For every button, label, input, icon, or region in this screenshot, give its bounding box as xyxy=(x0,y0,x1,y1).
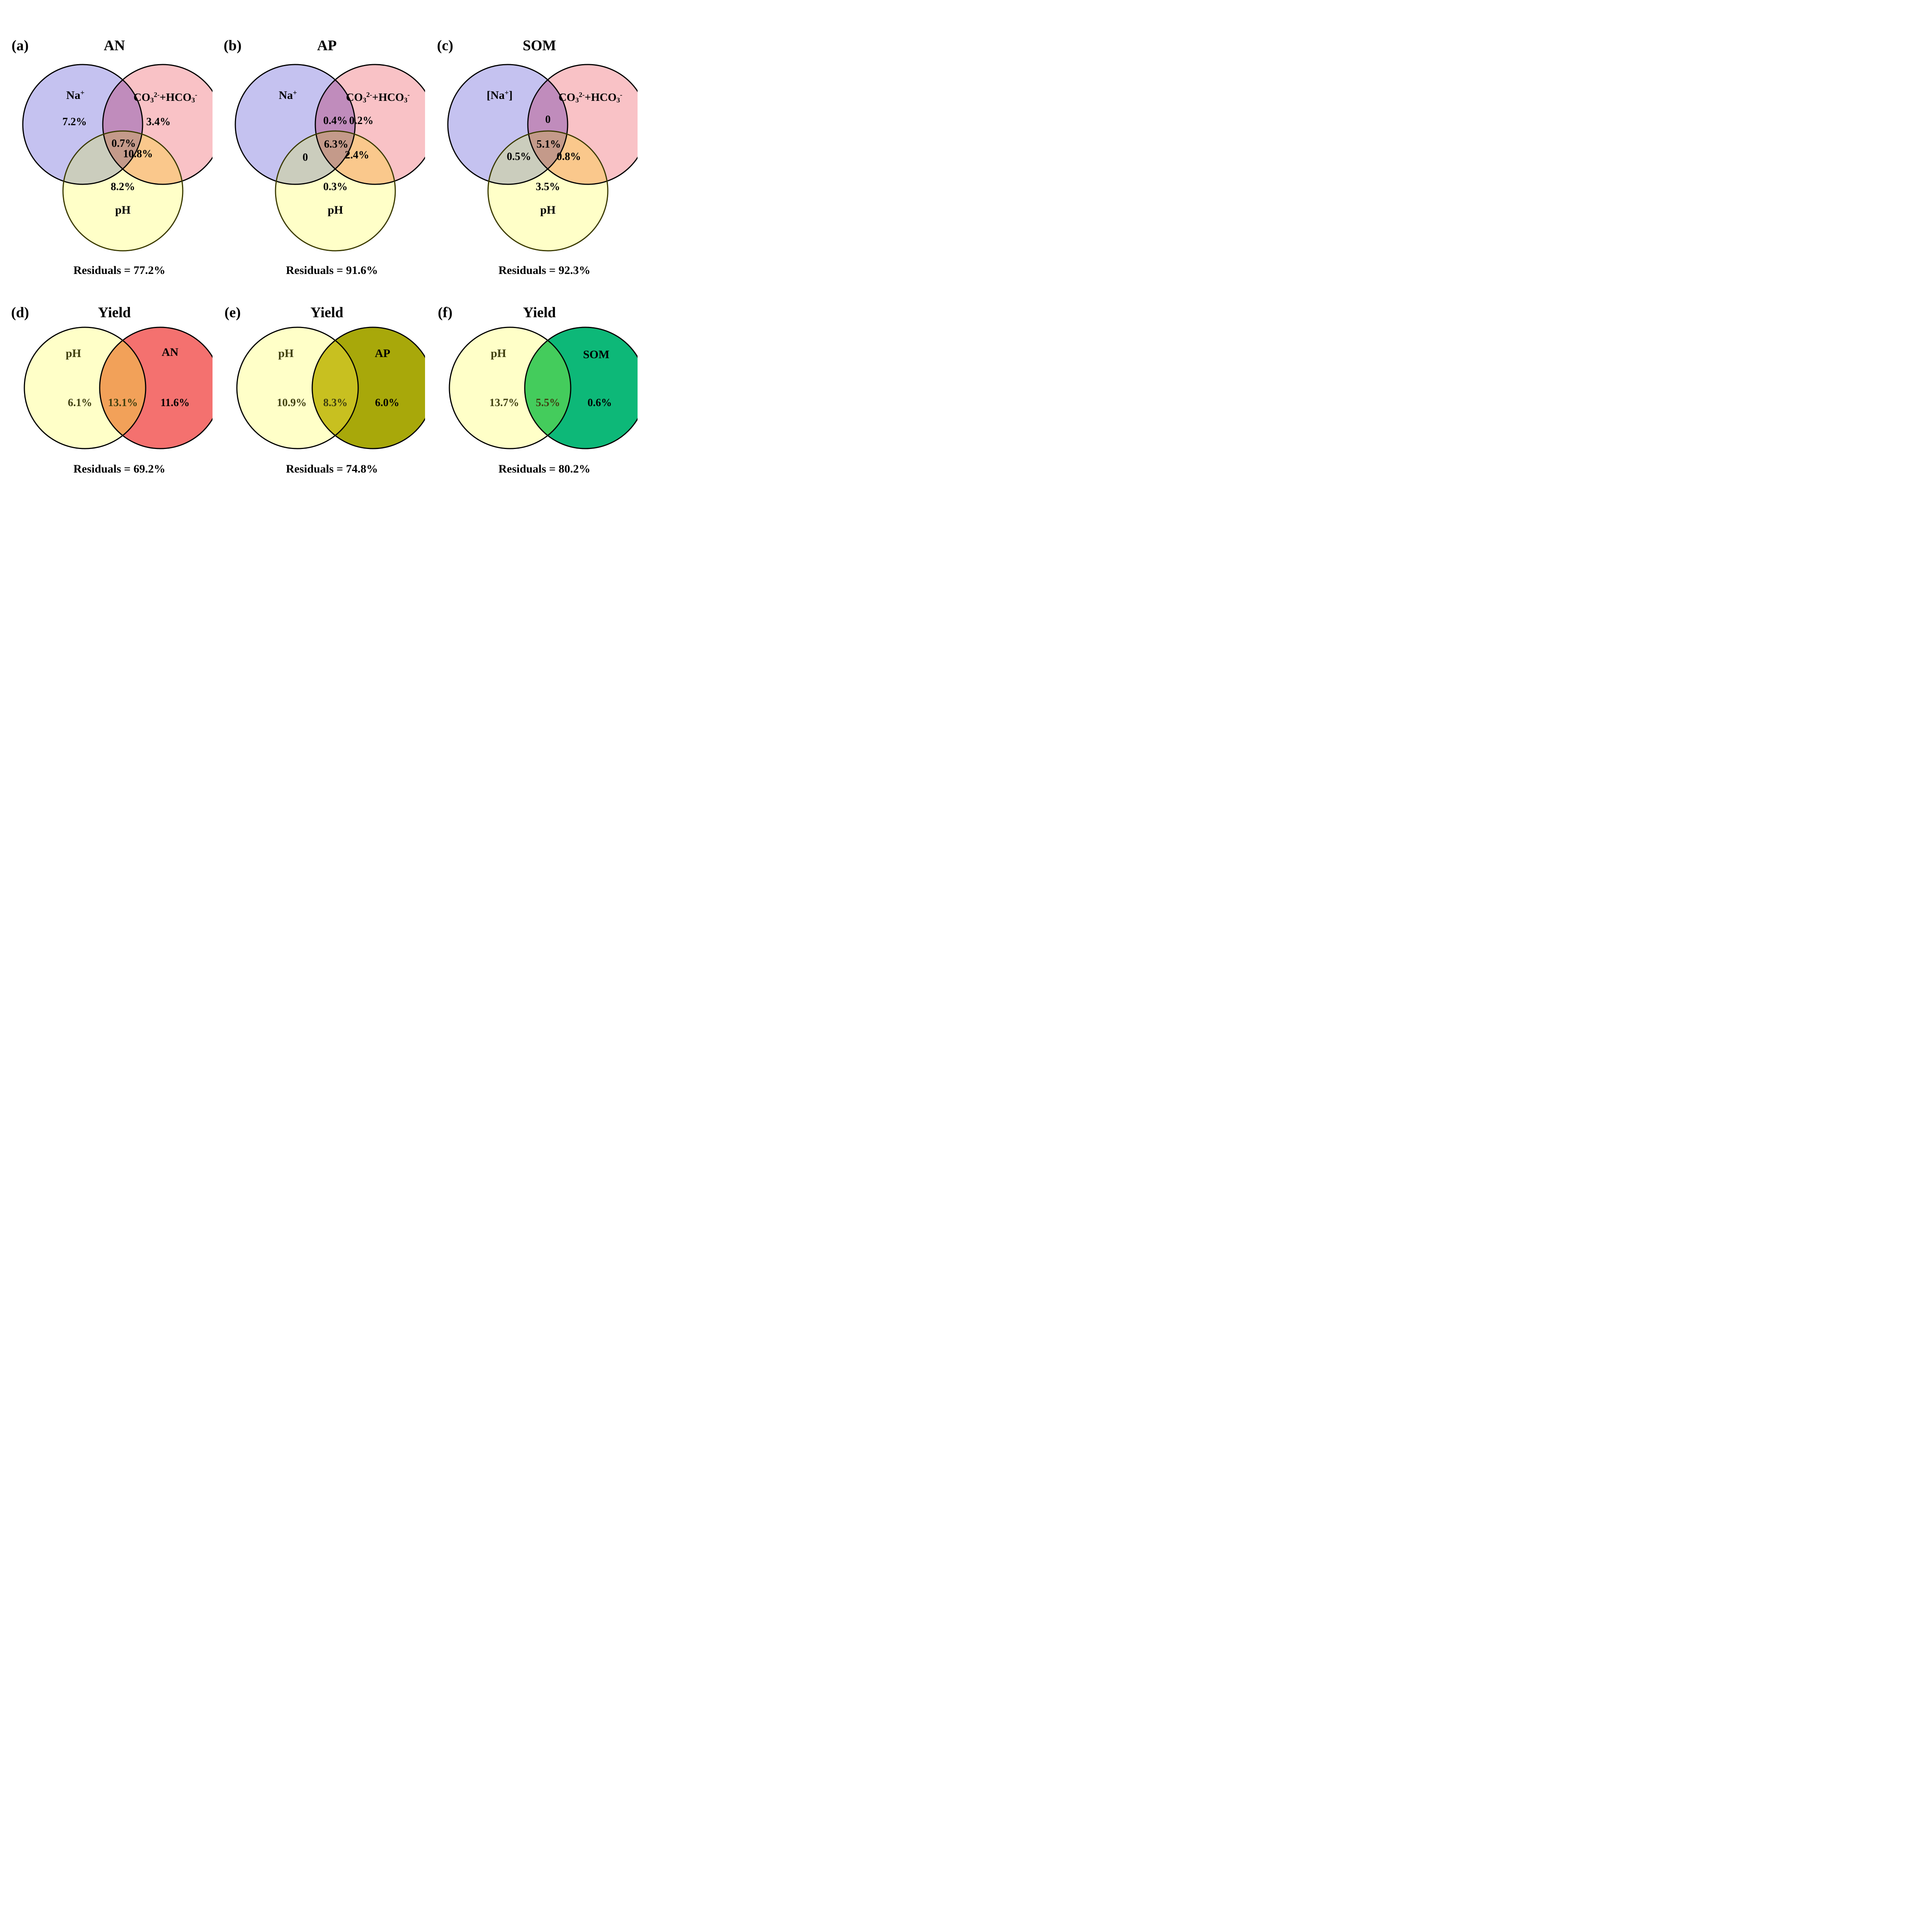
residuals-label: Residuals = 80.2% xyxy=(498,463,590,475)
region-na-ph xyxy=(276,131,355,184)
venn-diagram-c xyxy=(447,64,638,252)
region-value-ph-only: 13.7% xyxy=(489,397,519,409)
region-value-co3-only: 0.2% xyxy=(349,115,374,127)
venn-diagram-f xyxy=(449,327,638,449)
venn-diagram-e xyxy=(236,327,425,449)
set-label-ph: pH xyxy=(115,204,131,216)
set-label-an: AN xyxy=(162,346,179,359)
venn-diagram-b xyxy=(235,64,425,252)
region-value-co3-only: 3.4% xyxy=(146,116,171,128)
region-value-triple: 0.7% xyxy=(111,138,136,150)
panel-letter: (f) xyxy=(438,304,452,321)
set-label-co3: CO32-+HCO3- xyxy=(558,91,622,104)
region-value-ph-only: 10.9% xyxy=(277,397,307,409)
region-value-co3-ph: 2.4% xyxy=(345,149,369,161)
region-value-na-ph: 0.5% xyxy=(507,151,531,163)
outline-co3 xyxy=(315,64,425,185)
panel-f: (f) Yield pH SOM 13.7% 5.5% 0.6% Residua… xyxy=(425,294,638,489)
residuals-label: Residuals = 77.2% xyxy=(73,264,165,277)
panel-letter: (b) xyxy=(223,37,242,54)
set-label-ph: pH xyxy=(490,347,507,360)
region-value-co3-ph: 10.8% xyxy=(123,148,153,160)
region-value-overlap: 13.1% xyxy=(108,397,138,409)
outline-na xyxy=(235,64,356,185)
panel-c: (c) SOM [Na+] CO32-+HCO3- 0 5.1% 0.5% 0.… xyxy=(425,0,638,294)
set-label-ph: pH xyxy=(540,204,556,216)
region-value-ph-only: 0.3% xyxy=(323,181,348,193)
set-label-ph: pH xyxy=(65,347,82,360)
set-label-co3: CO32-+HCO3- xyxy=(346,91,410,104)
panel-title: Yield xyxy=(98,304,131,321)
set-label-na: Na+ xyxy=(66,88,85,102)
panel-title: AN xyxy=(104,37,125,54)
set-label-ph: pH xyxy=(327,204,344,216)
outline-na xyxy=(447,64,568,185)
panel-title: SOM xyxy=(522,37,556,54)
region-value-na-ph: 0 xyxy=(303,151,308,163)
panel-letter: (d) xyxy=(11,304,29,321)
outline-co3 xyxy=(102,64,213,185)
region-value-overlap: 5.5% xyxy=(536,397,560,409)
region-value-triple: 5.1% xyxy=(536,138,561,150)
panel-letter: (c) xyxy=(437,37,454,54)
venn-figure: (a) AN Na+ CO32-+HCO3- 7.2% 3.4% 0.7% 10… xyxy=(0,0,638,489)
outline-ph xyxy=(487,130,609,252)
set-label-co3: CO32-+HCO3- xyxy=(133,91,197,104)
outline-an xyxy=(99,327,213,449)
set-label-na: Na+ xyxy=(279,88,297,102)
region-na-ph xyxy=(63,131,143,184)
set-label-ph: pH xyxy=(278,347,294,360)
region-value-na-co3: 0 xyxy=(545,114,551,126)
panel-title: AP xyxy=(317,37,337,54)
outline-na xyxy=(22,64,143,185)
residuals-label: Residuals = 91.6% xyxy=(286,264,378,277)
region-value-na-only: 7.2% xyxy=(62,116,87,128)
panel-letter: (a) xyxy=(11,37,29,54)
region-value-co3-ph: 0.8% xyxy=(556,151,581,163)
region-value-an-only: 11.6% xyxy=(160,397,190,409)
outline-ph xyxy=(62,130,184,252)
outline-ap xyxy=(311,327,425,449)
region-overlap xyxy=(525,327,571,449)
region-value-ph-only: 6.1% xyxy=(68,397,92,409)
panel-b: (b) AP Na+ CO32-+HCO3- 0.4% 0.2% 6.3% 0 … xyxy=(213,0,425,294)
set-label-som: SOM xyxy=(583,348,610,361)
outline-ph xyxy=(236,327,359,449)
region-value-triple: 6.3% xyxy=(324,138,349,150)
outline-ph xyxy=(449,327,571,449)
region-value-ap-only: 6.0% xyxy=(375,397,400,409)
region-overlap xyxy=(312,327,358,449)
set-label-ap: AP xyxy=(375,347,390,360)
venn-diagram-d xyxy=(24,327,213,449)
region-co3-ph xyxy=(103,131,183,184)
residuals-label: Residuals = 69.2% xyxy=(73,463,165,475)
panel-title: Yield xyxy=(523,304,556,321)
outline-som xyxy=(524,327,638,449)
outline-co3 xyxy=(527,64,638,185)
panel-title: Yield xyxy=(310,304,344,321)
region-co3-ph xyxy=(315,131,395,184)
region-value-overlap: 8.3% xyxy=(323,397,348,409)
panel-e: (e) Yield pH AP 10.9% 8.3% 6.0% Residual… xyxy=(213,294,425,489)
region-value-ph-only: 3.5% xyxy=(536,181,560,193)
residuals-label: Residuals = 92.3% xyxy=(498,264,590,277)
panel-letter: (e) xyxy=(224,304,241,321)
outline-ph xyxy=(275,130,396,252)
region-overlap xyxy=(100,327,146,449)
region-na-ph xyxy=(488,131,568,184)
panel-d: (d) Yield pH AN 6.1% 13.1% 11.6% Residua… xyxy=(0,294,213,489)
panel-a: (a) AN Na+ CO32-+HCO3- 7.2% 3.4% 0.7% 10… xyxy=(0,0,213,294)
venn-diagram-a xyxy=(22,64,213,252)
region-co3-ph xyxy=(528,131,608,184)
region-value-ph-only: 8.2% xyxy=(111,181,135,193)
region-value-som-only: 0.6% xyxy=(587,397,612,409)
region-value-na-co3: 0.4% xyxy=(323,115,348,127)
outline-ph xyxy=(24,327,146,449)
set-label-na: [Na+] xyxy=(486,88,513,102)
residuals-label: Residuals = 74.8% xyxy=(286,463,378,475)
